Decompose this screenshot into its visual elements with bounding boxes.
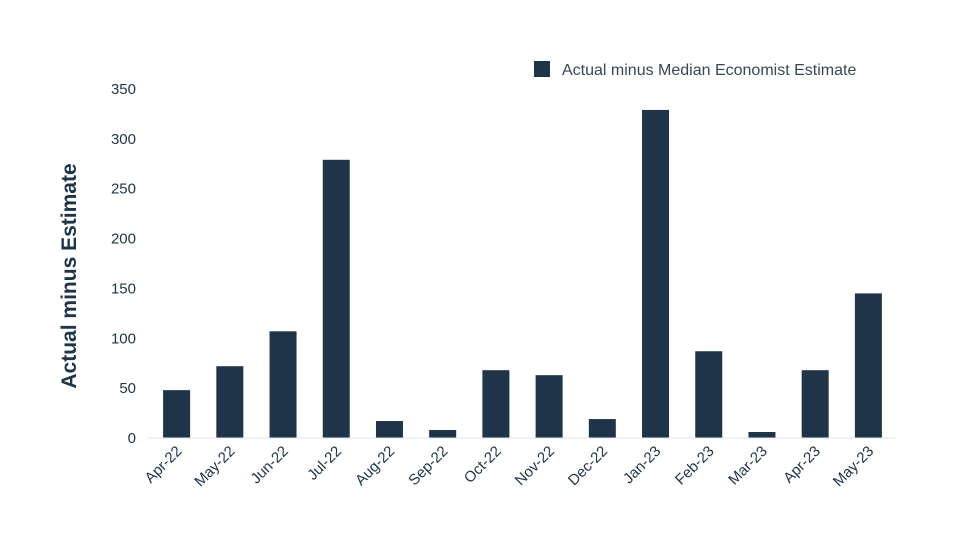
x-tick-label: Feb-23 [672,443,718,489]
y-axis-ticks: 0 50 100 150 200 250 300 350 [111,81,136,447]
x-tick-label: Aug-22 [352,443,398,489]
bar [322,159,350,438]
y-tick-label: 300 [111,131,136,148]
bar [163,390,191,438]
bar [854,293,882,438]
y-tick-label: 150 [111,280,136,297]
y-tick-label: 250 [111,181,136,198]
x-tick-label: Jun-22 [247,443,291,487]
bar [588,419,616,438]
y-axis-title: Actual minus Estimate [58,163,81,388]
x-axis-ticks: Apr-22 May-22 Jun-22 Jul-22 Aug-22 Sep-22 Oct-… [142,443,878,490]
x-tick-label: Mar-23 [725,443,771,489]
y-tick-label: 100 [111,330,136,347]
x-tick-label: Nov-22 [512,443,558,489]
x-tick-label: Jul-22 [304,443,345,484]
x-tick-label: Sep-22 [405,443,451,489]
bar [375,421,403,438]
x-tick-label: Apr-22 [142,443,186,487]
bars [163,109,882,438]
x-tick-label: Jan-23 [620,443,664,487]
y-tick-label: 0 [128,430,136,447]
bar [748,432,776,438]
x-tick-label: May-22 [191,443,238,490]
bar [269,331,297,438]
bar [695,351,723,438]
bar [642,109,670,438]
x-tick-label: Oct-22 [461,443,505,487]
x-tick-label: Dec-22 [565,443,611,489]
bar [535,375,563,438]
y-tick-label: 200 [111,231,136,248]
bar [216,366,244,438]
legend-label: Actual minus Median Economist Estimate [562,62,856,79]
bar [429,430,457,438]
legend-swatch [534,61,550,77]
y-tick-label: 350 [111,81,136,98]
y-tick-label: 50 [119,380,136,397]
bar [482,370,510,438]
x-tick-label: Apr-23 [780,443,824,487]
legend: Actual minus Median Economist Estimate [534,61,856,79]
x-tick-label: May-23 [830,443,877,490]
bar [801,370,829,438]
